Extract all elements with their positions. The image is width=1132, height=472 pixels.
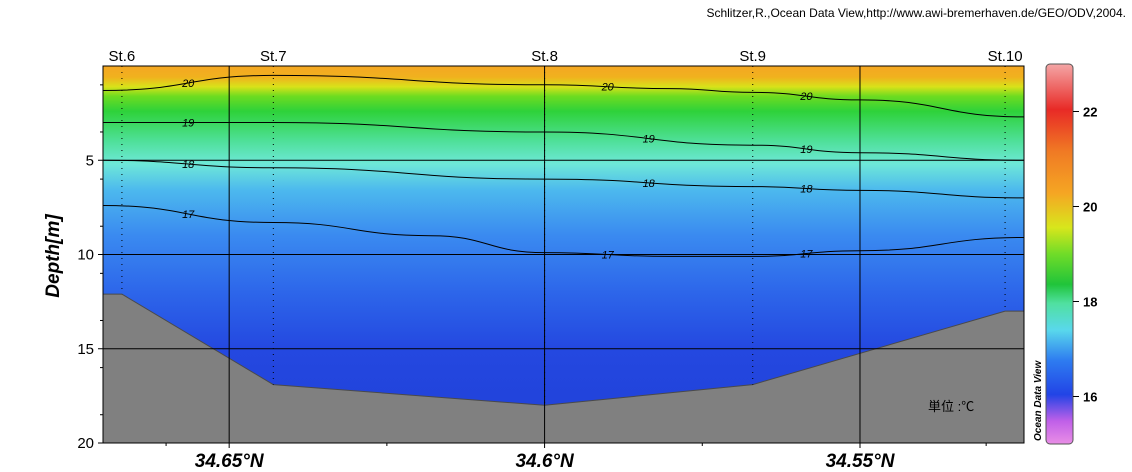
- contour-label-18: 18: [800, 184, 813, 196]
- contour-label-19: 19: [182, 118, 194, 130]
- unit-note: 単位 :℃: [928, 399, 974, 414]
- contour-label-18: 18: [643, 178, 656, 190]
- contour-label-17: 17: [602, 250, 615, 262]
- station-label: St.6: [109, 48, 136, 65]
- credit-text: Schlitzer,R.,Ocean Data View,http://www.…: [706, 6, 1126, 20]
- x-tick-label: 34.6°N: [515, 451, 575, 472]
- grid-lines: [103, 66, 1024, 443]
- colorbar-tick-label: 18: [1083, 295, 1097, 310]
- contour-label-17: 17: [800, 249, 813, 261]
- contour-label-20: 20: [601, 82, 615, 94]
- y-tick-label: 15: [77, 341, 94, 358]
- colorbar-tick-label: 20: [1083, 200, 1097, 215]
- x-tick-label: 34.55°N: [826, 451, 896, 472]
- x-axis-ticks: 34.65°N 34.6°N 34.55°N: [165, 443, 987, 472]
- contour-label-18: 18: [182, 159, 195, 171]
- colorbar-tick-label: 22: [1083, 105, 1097, 120]
- seafloor: [103, 293, 1024, 443]
- y-tick-label: 10: [77, 247, 94, 264]
- contour-line-18: [103, 159, 1024, 199]
- contour-line-19: [103, 121, 1024, 161]
- y-axis-ticks: 5 10 15 20: [77, 84, 103, 452]
- station-profile-lines: [121, 66, 1006, 406]
- contour-labels: 20 20 20 19 19 19 18 18 18 17 17 17: [181, 78, 813, 262]
- station-label: St.10: [988, 48, 1023, 65]
- contour-label-19: 19: [800, 144, 812, 156]
- plot-area: [103, 66, 1024, 443]
- contour-label-20: 20: [181, 78, 195, 90]
- x-tick-label: 34.65°N: [195, 451, 265, 472]
- contour-label-20: 20: [799, 91, 813, 103]
- watermark-text: Ocean Data View: [1033, 360, 1044, 441]
- contour-label-17: 17: [182, 209, 195, 221]
- y-tick-label: 20: [77, 435, 94, 452]
- y-tick-label: 5: [86, 152, 94, 169]
- y-axis-label: Depth[m]: [43, 214, 64, 298]
- station-label: St.7: [260, 48, 287, 65]
- colorbar: [1045, 63, 1074, 445]
- station-labels: St.6 St.7 St.8 St.9 St.10: [109, 48, 1023, 65]
- colorbar-tick-label: 16: [1083, 390, 1097, 405]
- station-label: St.8: [531, 48, 558, 65]
- colorbar-ticks: 16 18 20 22: [1073, 105, 1097, 405]
- station-label: St.9: [739, 48, 766, 65]
- contour-label-19: 19: [643, 134, 655, 146]
